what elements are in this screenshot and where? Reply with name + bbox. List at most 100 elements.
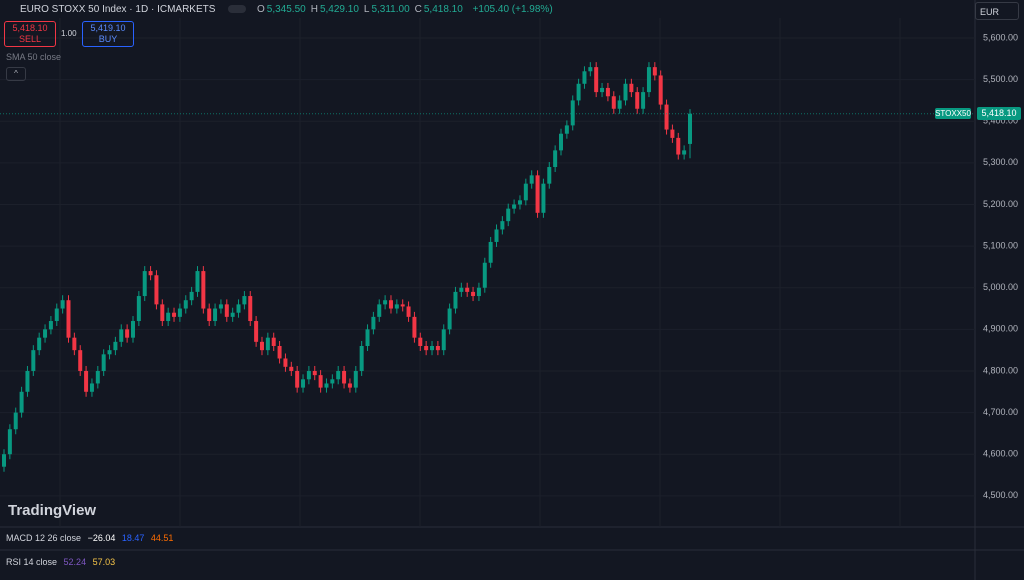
candle-body (201, 271, 206, 309)
y-tick-label: 4,800.00 (983, 365, 1018, 375)
candle-body (31, 350, 36, 371)
buy-label: BUY (98, 34, 118, 44)
sell-button[interactable]: 5,418.10 SELL (4, 21, 56, 47)
candle-body (359, 345, 364, 371)
rsi-value: 52.24 (63, 557, 87, 567)
candle-body (676, 137, 681, 155)
candle-body (218, 304, 223, 309)
candle-body (377, 304, 382, 317)
collapse-button[interactable]: ^ (6, 67, 26, 81)
header: EURO STOXX 50 Index · 1D · ICMARKETS O 5,… (20, 4, 555, 15)
y-tick-label: 5,200.00 (983, 199, 1018, 209)
buy-button[interactable]: 5,419.10 BUY (82, 21, 134, 47)
candle-body (113, 341, 118, 351)
candle-body (254, 321, 259, 342)
candle-body (84, 370, 89, 392)
candle-body (107, 350, 112, 355)
candle-body (670, 129, 675, 138)
candle-body (541, 183, 546, 213)
candle-body (248, 296, 253, 322)
candle-body (494, 229, 499, 242)
candle-body (148, 271, 153, 276)
candle-body (259, 341, 264, 351)
candle-body (365, 329, 370, 346)
change: +105.40 (+1.98%) (472, 4, 553, 15)
indicator[interactable]: SMA 50 close (6, 52, 62, 62)
candle-body (471, 291, 476, 297)
ohlc: O 5,345.50 H 5,429.10 L 5,311.00 C 5,418.10 (257, 4, 468, 15)
ohlc-value: 5,418.10 (423, 4, 463, 15)
candle-body (418, 337, 423, 346)
rsi-label: RSI 14 close (6, 557, 58, 567)
candle-body (523, 183, 528, 201)
candle-body (66, 300, 71, 338)
ohlc-key: H (310, 4, 318, 15)
candle-body (512, 204, 517, 209)
ohlc-key: O (257, 4, 265, 15)
macd-value: −26.04 (87, 533, 116, 543)
toggle[interactable] (228, 5, 247, 14)
candle-body (342, 370, 347, 384)
rsi-value: 57.03 (92, 557, 116, 567)
sell-label: SELL (18, 34, 42, 44)
candle-body (611, 96, 616, 109)
candle-body (582, 71, 587, 84)
candle-body (72, 337, 77, 351)
ohlc-value: 5,429.10 (319, 4, 359, 15)
candle-body (125, 329, 130, 338)
candle-body (488, 241, 493, 263)
candle-body (688, 113, 692, 144)
candle-body (664, 104, 669, 130)
candle-body (529, 175, 534, 184)
candle-body (435, 345, 440, 351)
candle-body (207, 308, 212, 322)
candle-body (160, 304, 165, 322)
candle-body (236, 304, 241, 313)
y-tick-label: 5,000.00 (983, 282, 1018, 292)
candle-body (594, 67, 599, 93)
y-tick-label: 4,600.00 (983, 449, 1018, 459)
candle-body (119, 329, 124, 342)
candle-body (453, 291, 458, 309)
candle-body (130, 321, 135, 338)
candle-body (330, 379, 335, 384)
candle-body (605, 87, 610, 97)
candle-body (353, 370, 358, 388)
ohlc-key: C (414, 4, 422, 15)
candle-body (635, 92, 640, 109)
candle-body (476, 287, 481, 297)
candle-body (447, 308, 452, 330)
candle-body (13, 412, 18, 430)
price-tag-symbol: STOXX50 (935, 107, 971, 119)
candle-body (506, 208, 511, 222)
candle-body (242, 296, 247, 305)
y-tick-label: 5,600.00 (983, 32, 1018, 42)
candle-body (336, 370, 341, 380)
currency[interactable]: EUR (975, 2, 1019, 20)
candle-body (459, 287, 464, 292)
ohlc-value: 5,311.00 (371, 4, 410, 15)
candle-body (600, 87, 605, 93)
candle-body (371, 316, 376, 330)
candle-body (617, 100, 622, 109)
candle-body (500, 221, 505, 230)
candle-body (7, 429, 12, 455)
candle-body (166, 312, 171, 322)
candle-body (535, 175, 540, 213)
candle-body (2, 454, 6, 467)
candle-body (388, 300, 393, 309)
candle-body (183, 300, 188, 309)
y-tick-label: 4,900.00 (983, 324, 1018, 334)
candle-body (195, 271, 200, 292)
buy-price: 5,419.10 (90, 23, 126, 33)
macd-value: 44.51 (150, 533, 174, 543)
candle-body (658, 75, 663, 105)
candle-body (441, 329, 446, 351)
candle-body (154, 275, 159, 305)
candle-body (89, 383, 94, 392)
candle-body (570, 100, 575, 126)
candle-body (189, 291, 194, 301)
candle-body (400, 304, 405, 307)
candle-body (394, 304, 399, 309)
